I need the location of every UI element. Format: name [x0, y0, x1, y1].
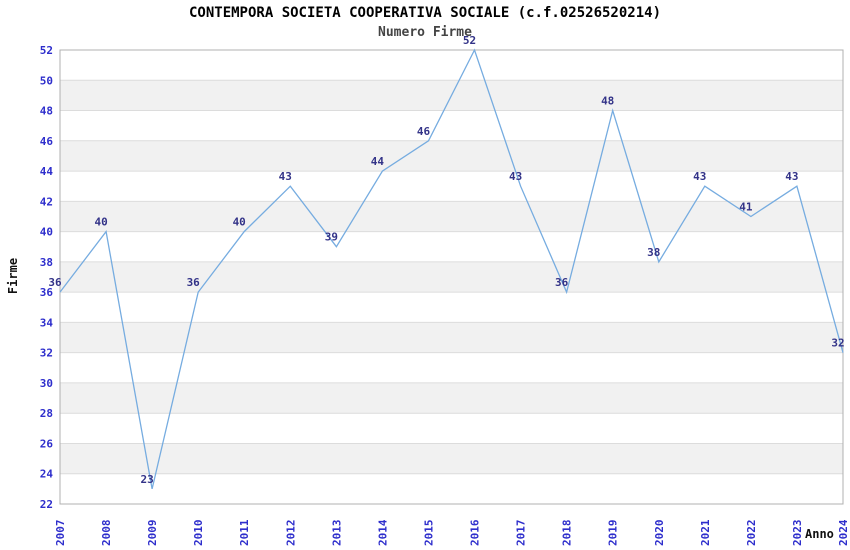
data-point-label: 43 — [509, 170, 522, 183]
chart-subtitle: Numero Firme — [378, 25, 472, 40]
data-point-label: 43 — [279, 170, 292, 183]
y-tick-label: 38 — [40, 256, 53, 269]
y-tick-label: 52 — [40, 44, 53, 57]
x-tick-label: 2011 — [238, 519, 251, 546]
data-point-label: 43 — [785, 170, 798, 183]
y-tick-label: 50 — [40, 74, 53, 87]
x-tick-label: 2023 — [791, 520, 804, 547]
grid-band — [60, 201, 843, 232]
x-tick-label: 2007 — [54, 520, 67, 547]
y-tick-label: 42 — [40, 195, 53, 208]
data-point-label: 52 — [463, 34, 476, 47]
y-tick-label: 34 — [40, 316, 54, 329]
data-point-label: 36 — [187, 276, 201, 289]
data-point-label: 38 — [647, 246, 660, 259]
data-point-label: 39 — [325, 231, 338, 244]
x-tick-label: 2017 — [515, 520, 528, 547]
x-tick-label: 2014 — [376, 519, 389, 546]
y-tick-label: 48 — [40, 105, 53, 118]
x-tick-label: 2010 — [192, 520, 205, 547]
grid-band — [60, 382, 843, 414]
x-tick-label: 2018 — [561, 520, 574, 547]
x-tick-label: 2015 — [423, 520, 436, 547]
grid-band — [60, 322, 843, 353]
chart-title: CONTEMPORA SOCIETA COOPERATIVA SOCIALE (… — [188, 5, 661, 21]
data-point-label: 48 — [601, 95, 614, 108]
y-tick-label: 46 — [40, 135, 54, 148]
x-tick-label: 2008 — [100, 520, 113, 547]
x-tick-label: 2012 — [284, 520, 297, 547]
data-point-label: 43 — [693, 170, 706, 183]
y-tick-label: 40 — [40, 226, 53, 239]
grid-band — [60, 261, 843, 293]
x-tick-label: 2022 — [745, 520, 758, 547]
y-tick-label: 44 — [40, 165, 54, 178]
data-point-label: 40 — [233, 216, 246, 229]
x-axis-label: Anno — [805, 527, 834, 541]
y-tick-label: 22 — [40, 498, 53, 511]
y-tick-label: 26 — [40, 438, 54, 451]
y-tick-label: 36 — [40, 286, 54, 299]
y-tick-label: 30 — [40, 377, 53, 390]
y-tick-label: 24 — [40, 468, 54, 481]
data-point-label: 32 — [831, 337, 844, 350]
x-tick-label: 2019 — [607, 520, 620, 547]
x-tick-label: 2021 — [699, 519, 712, 546]
data-point-label: 36 — [555, 276, 569, 289]
data-point-label: 41 — [739, 201, 753, 214]
y-tick-label: 32 — [40, 347, 53, 360]
x-tick-label: 2020 — [653, 520, 666, 547]
data-point-label: 36 — [48, 276, 62, 289]
grid-band — [60, 140, 843, 172]
data-series-line — [59, 48, 844, 490]
data-point-label: 40 — [94, 216, 107, 229]
data-point-label: 46 — [417, 125, 431, 138]
data-point-label: 23 — [140, 473, 153, 486]
x-tick-label: 2016 — [469, 519, 482, 546]
x-tick-label: 2009 — [146, 520, 159, 547]
grid-band — [60, 443, 843, 474]
plot-border — [59, 49, 844, 505]
y-tick-label: 28 — [40, 407, 53, 420]
x-tick-label: 2013 — [330, 520, 343, 547]
x-tick-label: 2024 — [837, 519, 850, 546]
data-point-label: 44 — [371, 155, 385, 168]
